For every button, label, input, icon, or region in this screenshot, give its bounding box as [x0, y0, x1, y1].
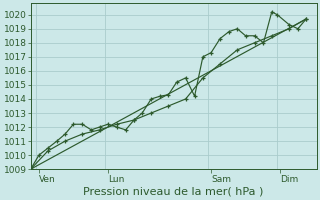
X-axis label: Pression niveau de la mer( hPa ): Pression niveau de la mer( hPa ): [84, 187, 264, 197]
